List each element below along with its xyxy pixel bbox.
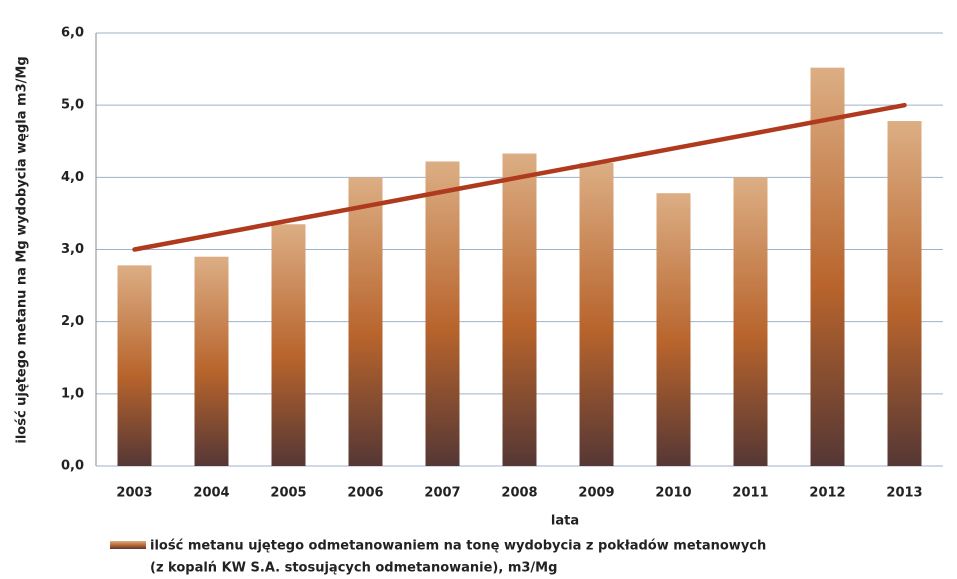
y-tick-label: 4,0	[61, 170, 84, 185]
y-tick-label: 6,0	[61, 26, 84, 41]
bar	[271, 224, 306, 466]
y-tick-label: 0,0	[61, 459, 84, 474]
bar	[502, 153, 537, 467]
bar	[810, 67, 845, 466]
x-tick-label: 2005	[270, 486, 306, 501]
bar	[348, 177, 383, 467]
y-tick-label: 5,0	[61, 98, 84, 113]
x-tick-label: 2011	[732, 486, 768, 501]
legend-label: (z kopalń KW S.A. stosujących odmetanowa…	[150, 561, 557, 576]
bar	[425, 161, 460, 466]
y-tick-label: 3,0	[61, 242, 84, 257]
x-tick-label: 2004	[193, 486, 229, 501]
y-tick-label: 1,0	[61, 386, 84, 401]
x-tick-label: 2010	[655, 486, 691, 501]
bar	[887, 121, 922, 466]
x-tick-label: 2006	[347, 486, 383, 501]
legend-swatch	[110, 541, 146, 549]
y-axis-label: ilość ujętego metanu na Mg wydobycia węg…	[15, 56, 30, 443]
legend-label: ilość metanu ujętego odmetanowaniem na t…	[150, 539, 766, 554]
bar	[656, 193, 691, 466]
x-tick-label: 2003	[116, 486, 152, 501]
bar	[579, 162, 614, 466]
x-axis-label: lata	[551, 514, 579, 529]
trend-line	[132, 102, 907, 252]
bar	[194, 256, 229, 466]
y-tick-label: 2,0	[61, 314, 84, 329]
x-tick-label: 2007	[424, 486, 460, 501]
x-tick-label: 2013	[886, 486, 922, 501]
x-tick-label: 2009	[578, 486, 614, 501]
x-tick-label: 2012	[809, 486, 845, 501]
x-tick-label: 2008	[501, 486, 537, 501]
bar	[733, 177, 768, 467]
bar	[117, 265, 152, 466]
